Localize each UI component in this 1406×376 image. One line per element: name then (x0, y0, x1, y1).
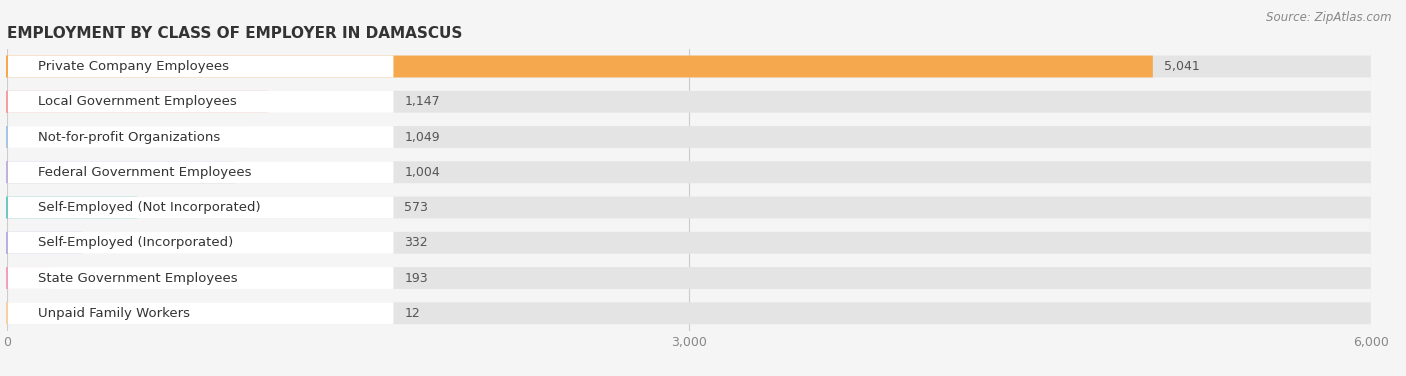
Text: 5,041: 5,041 (1164, 60, 1199, 73)
FancyBboxPatch shape (7, 267, 51, 289)
Text: 1,049: 1,049 (405, 130, 440, 144)
FancyBboxPatch shape (7, 56, 1153, 77)
Text: EMPLOYMENT BY CLASS OF EMPLOYER IN DAMASCUS: EMPLOYMENT BY CLASS OF EMPLOYER IN DAMAS… (7, 26, 463, 41)
FancyBboxPatch shape (7, 161, 235, 183)
Text: 12: 12 (405, 307, 420, 320)
Text: Self-Employed (Incorporated): Self-Employed (Incorporated) (38, 236, 233, 249)
Text: State Government Employees: State Government Employees (38, 271, 238, 285)
FancyBboxPatch shape (7, 302, 394, 324)
FancyBboxPatch shape (7, 56, 394, 77)
FancyBboxPatch shape (7, 161, 394, 183)
Text: Source: ZipAtlas.com: Source: ZipAtlas.com (1267, 11, 1392, 24)
FancyBboxPatch shape (7, 126, 246, 148)
FancyBboxPatch shape (7, 126, 1371, 148)
Text: 1,004: 1,004 (405, 166, 440, 179)
Text: Not-for-profit Organizations: Not-for-profit Organizations (38, 130, 221, 144)
Text: 1,147: 1,147 (405, 95, 440, 108)
FancyBboxPatch shape (7, 126, 394, 148)
Text: Private Company Employees: Private Company Employees (38, 60, 229, 73)
FancyBboxPatch shape (7, 91, 394, 113)
FancyBboxPatch shape (7, 267, 1371, 289)
FancyBboxPatch shape (7, 197, 394, 218)
Text: Federal Government Employees: Federal Government Employees (38, 166, 252, 179)
Text: 332: 332 (405, 236, 427, 249)
FancyBboxPatch shape (7, 197, 1371, 218)
FancyBboxPatch shape (7, 232, 1371, 254)
FancyBboxPatch shape (7, 302, 10, 324)
Text: Unpaid Family Workers: Unpaid Family Workers (38, 307, 190, 320)
Text: Self-Employed (Not Incorporated): Self-Employed (Not Incorporated) (38, 201, 260, 214)
FancyBboxPatch shape (7, 91, 267, 113)
FancyBboxPatch shape (7, 91, 1371, 113)
FancyBboxPatch shape (7, 232, 83, 254)
FancyBboxPatch shape (7, 232, 394, 254)
FancyBboxPatch shape (7, 302, 1371, 324)
FancyBboxPatch shape (7, 267, 394, 289)
FancyBboxPatch shape (7, 56, 1371, 77)
Text: 193: 193 (405, 271, 427, 285)
FancyBboxPatch shape (7, 197, 138, 218)
FancyBboxPatch shape (7, 161, 1371, 183)
Text: Local Government Employees: Local Government Employees (38, 95, 236, 108)
Text: 573: 573 (405, 201, 429, 214)
